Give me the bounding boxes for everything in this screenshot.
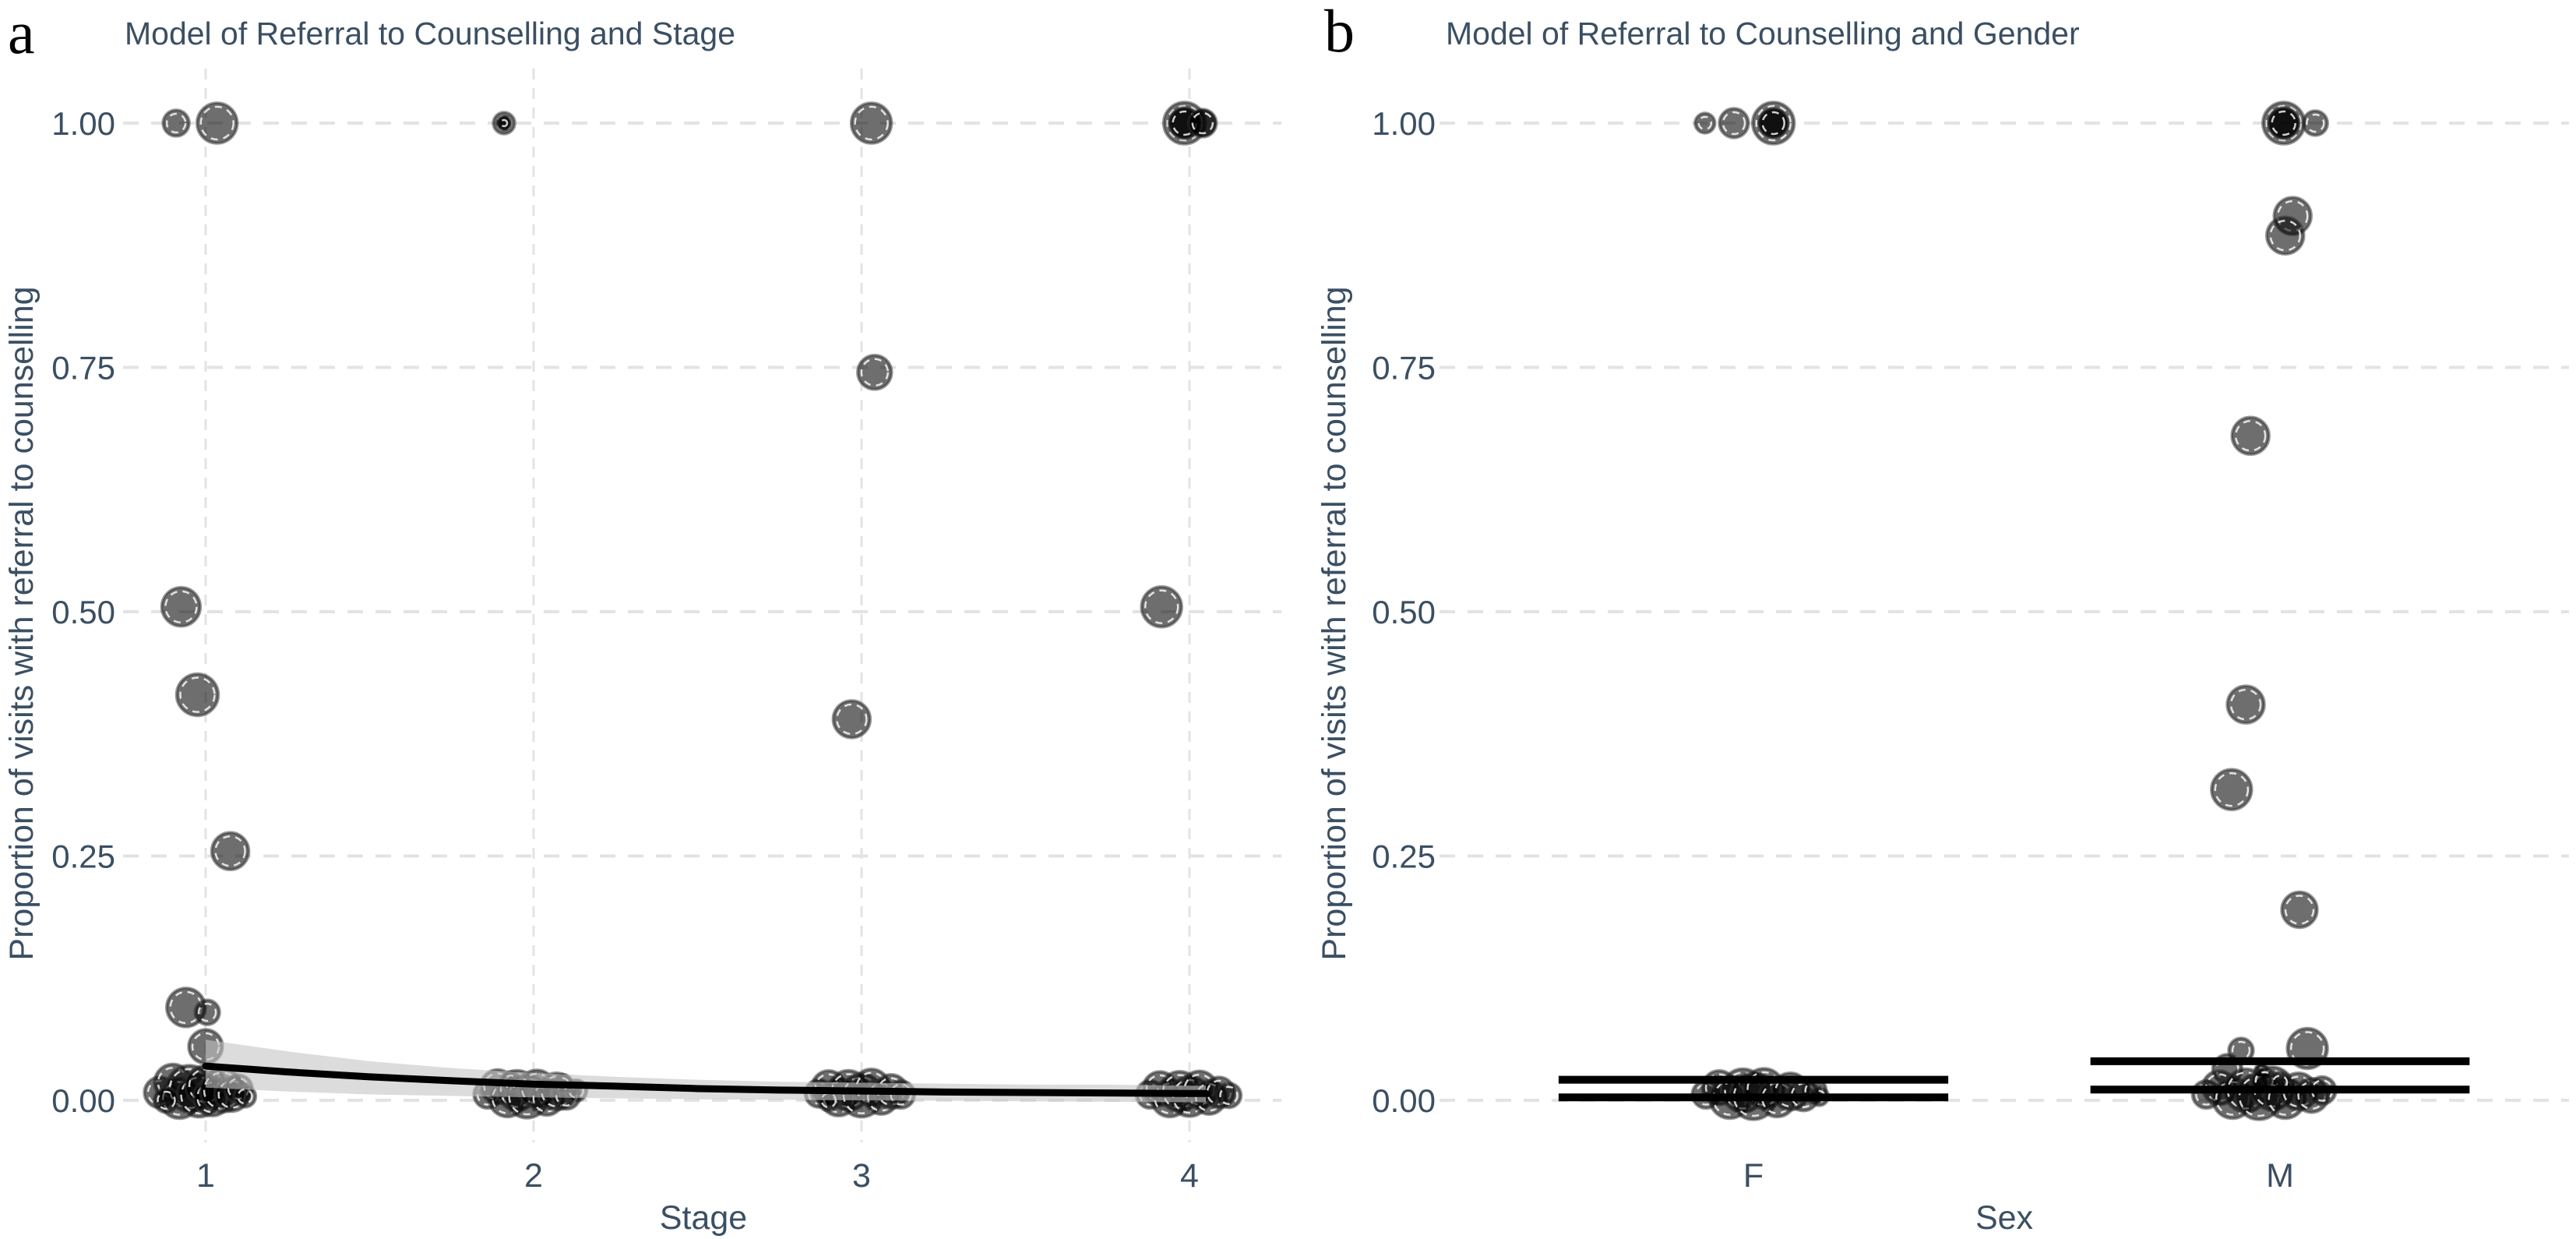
data-point (210, 831, 251, 871)
data-point-ring (1144, 589, 1179, 624)
data-point (2225, 684, 2266, 725)
data-point-ring (1697, 115, 1713, 131)
panel-b: 1.00 0.75 0.50 0.25 0.00 F M b Model of Referr… (1316, 0, 2569, 1237)
data-point-ring (499, 118, 509, 128)
data-point (195, 101, 239, 145)
data-point-ring (214, 835, 246, 867)
panel-b-x-axis-title: Sex (1975, 1199, 2034, 1237)
data-point (849, 101, 893, 145)
panel-b-title: Model of Referral to Counselling and Gen… (1446, 16, 2080, 51)
data-point-ring (2271, 110, 2296, 136)
data-point-ring (836, 703, 868, 736)
panel-b-label: b (1324, 0, 1355, 65)
data-point-ring (197, 1002, 217, 1022)
data-point-ring (820, 1092, 837, 1109)
data-point-ring (2269, 219, 2302, 252)
y-tick-label: 0.25 (51, 838, 115, 875)
data-point (831, 699, 872, 740)
x-tick-label: 2 (524, 1157, 543, 1195)
data-point (856, 354, 893, 391)
y-tick-label: 0.00 (1372, 1082, 1436, 1119)
data-point (2210, 768, 2254, 811)
data-point-ring (157, 1090, 176, 1110)
data-point-ring (2306, 113, 2325, 133)
data-point (495, 115, 513, 132)
data-point-ring (2276, 199, 2309, 232)
y-tick-label: 0.75 (51, 350, 115, 387)
y-tick-label: 0.50 (1372, 594, 1436, 630)
panel-b-y-axis-title: Proportion of visits with referral to co… (1316, 286, 1353, 960)
y-tick-label: 1.00 (1372, 105, 1436, 142)
data-point-ring (1219, 1085, 1239, 1105)
panel-a-plot: 1.00 0.75 0.50 0.25 0.00 1 2 3 4 (51, 69, 1281, 1195)
x-tick-label: F (1743, 1157, 1764, 1195)
data-point-ring (2234, 420, 2267, 452)
data-point-ring (1755, 104, 1792, 142)
panel-a: 1.00 0.75 0.50 0.25 0.00 1 2 3 4 a Model of Refe… (3, 0, 1281, 1237)
panel-a-title: Model of Referral to Counselling and Sta… (125, 16, 735, 51)
data-point (2265, 215, 2306, 256)
trend-line (202, 1062, 1210, 1097)
data-point (2230, 415, 2271, 457)
data-point-ring (2265, 104, 2302, 142)
y-tick-label: 1.00 (51, 105, 115, 142)
x-tick-label: 4 (1180, 1157, 1199, 1195)
data-point-ring (854, 105, 889, 141)
data-point-ring (237, 1088, 253, 1105)
y-tick-label: 0.75 (1372, 350, 1436, 387)
x-tick-label: 3 (852, 1157, 871, 1195)
data-point (174, 672, 220, 718)
x-tick-label: 1 (196, 1157, 215, 1195)
panel-a-y-axis-title: Proportion of visits with referral to co… (3, 286, 41, 960)
y-tick-label: 0.25 (1372, 838, 1436, 875)
data-point-ring (164, 590, 198, 623)
panel-b-plot: 1.00 0.75 0.50 0.25 0.00 F M (1372, 101, 2569, 1195)
confidence-ribbon (206, 1040, 1207, 1103)
data-point-ring (860, 358, 890, 387)
y-tick-label: 0.00 (51, 1082, 115, 1119)
panel-a-x-axis-title: Stage (660, 1199, 747, 1237)
y-tick-label: 0.50 (51, 594, 115, 630)
data-point-ring (2229, 688, 2262, 721)
data-point (2280, 890, 2319, 930)
data-point-ring (2214, 771, 2250, 807)
data-point-ring (1721, 111, 1746, 136)
data-point-ring (179, 676, 216, 713)
data-point (1140, 584, 1183, 629)
data-point-ring (165, 112, 187, 134)
data-point (160, 585, 203, 628)
data-point-ring (2284, 895, 2315, 925)
data-point-ring (199, 105, 234, 141)
x-tick-label: M (2266, 1157, 2294, 1195)
data-point-ring (1191, 111, 1214, 135)
data-point-ring (2271, 1075, 2289, 1091)
panel-a-label: a (8, 0, 35, 66)
data-point-ring (1761, 111, 1785, 136)
